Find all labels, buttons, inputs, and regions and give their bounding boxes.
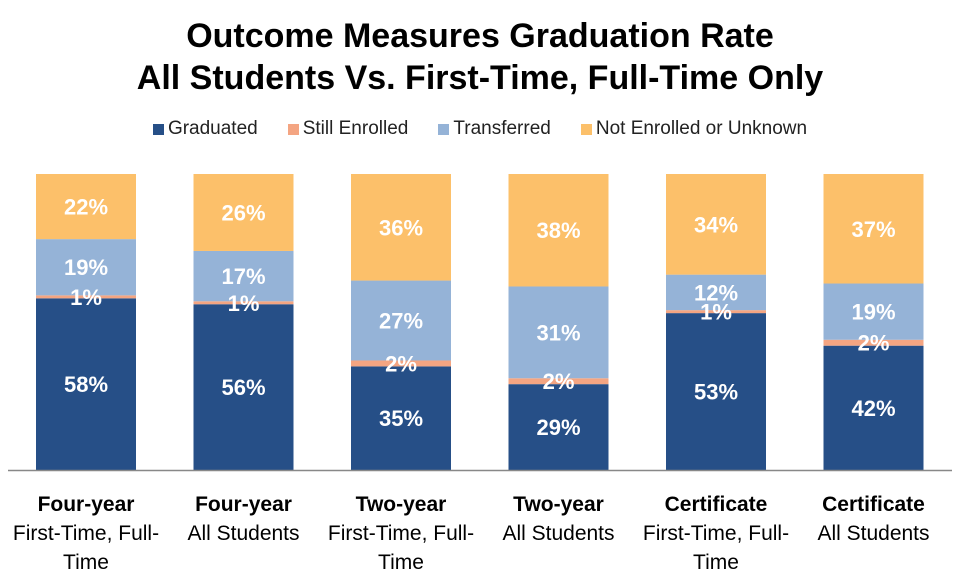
bar-segment [666, 274, 766, 311]
chart-subtitle: All Students Vs. First-Time, Full-Time O… [136, 59, 824, 97]
legend-swatch [152, 123, 164, 135]
legend: Graduated Still Enrolled Transferred Not… [0, 118, 960, 140]
bar-segment [666, 174, 766, 275]
data-label: 36% [379, 215, 423, 240]
legend-item: Still Enrolled [287, 118, 409, 140]
data-label: 42% [851, 396, 895, 421]
category-label: Two-year First-Time, Full-Time [321, 490, 481, 577]
legend-swatch [438, 123, 450, 135]
bar-segment [508, 286, 609, 379]
category-label: Certificate All Students [794, 490, 954, 548]
data-label: 26% [221, 200, 265, 225]
legend-label: Not Enrolled or Unknown [595, 118, 808, 139]
category-main: Certificate [822, 493, 925, 516]
bar-segment [508, 174, 609, 287]
data-label: 2% [858, 331, 890, 356]
category-label: Four-year All Students [164, 490, 324, 548]
data-label: 17% [221, 264, 265, 289]
bar-segment [36, 174, 136, 240]
bar-segment [351, 360, 451, 367]
bar-segment [508, 378, 609, 385]
bar-segment [193, 174, 294, 251]
data-label: 38% [536, 218, 580, 243]
data-label: 12% [694, 280, 738, 305]
data-label: 53% [694, 380, 738, 405]
category-sub: All Students [187, 522, 300, 545]
category-main: Four-year [37, 493, 135, 516]
category-main: Two-year [513, 493, 604, 516]
legend-item: Transferred [438, 118, 551, 140]
bar-segment [508, 384, 609, 470]
data-label: 22% [64, 195, 108, 220]
data-label: 27% [379, 309, 423, 334]
category-sub: First-Time, Full-Time [642, 522, 790, 574]
data-label: 1% [228, 291, 260, 316]
category-label: Four-year First-Time, Full-Time [6, 490, 166, 577]
bar-segment [351, 174, 451, 281]
category-label: Certificate First-Time, Full-Time [636, 490, 796, 577]
data-label: 2% [543, 369, 575, 394]
bar-segment [351, 280, 451, 361]
data-label: 19% [851, 300, 895, 325]
data-label: 56% [221, 375, 265, 400]
category-main: Certificate [664, 493, 768, 516]
category-sub: All Students [817, 522, 930, 545]
data-label: 34% [694, 212, 738, 237]
category-sub: First-Time, Full-Time [327, 522, 475, 574]
data-label: 29% [536, 415, 580, 440]
legend-label: Still Enrolled [302, 118, 409, 139]
data-label: 58% [64, 372, 108, 397]
bar-segment [193, 250, 294, 302]
category-sub: All Students [502, 522, 615, 545]
category-main: Four-year [195, 493, 292, 516]
bar-segment [823, 283, 924, 340]
bar-segment [36, 298, 136, 470]
bar-segment [666, 313, 766, 470]
legend-swatch [580, 123, 592, 135]
legend-item: Not Enrolled or Unknown [580, 118, 808, 140]
category-sub: First-Time, Full-Time [12, 522, 160, 574]
bar-segment [36, 239, 136, 296]
data-label: 37% [851, 217, 895, 242]
legend-item: Graduated [152, 118, 258, 140]
bar-segment [823, 339, 924, 346]
legend-label: Transferred [453, 118, 551, 139]
bar-segment [823, 174, 924, 284]
data-label: 2% [385, 351, 417, 376]
data-label: 1% [70, 285, 102, 310]
bar-segment [823, 345, 924, 470]
data-label: 19% [64, 255, 108, 280]
chart-title: Outcome Measures Graduation Rate [186, 17, 774, 55]
bar-segment [351, 366, 451, 470]
legend-label: Graduated [167, 118, 258, 139]
data-label: 31% [536, 320, 580, 345]
bar-segment [193, 304, 294, 470]
data-label: 35% [379, 406, 423, 431]
bar-segment [193, 301, 294, 305]
bar-segment [666, 310, 766, 314]
bar-segment [36, 295, 136, 299]
data-label: 1% [700, 300, 732, 325]
category-main: Two-year [355, 493, 447, 516]
category-label: Two-year All Students [479, 490, 639, 548]
legend-swatch [287, 123, 299, 135]
